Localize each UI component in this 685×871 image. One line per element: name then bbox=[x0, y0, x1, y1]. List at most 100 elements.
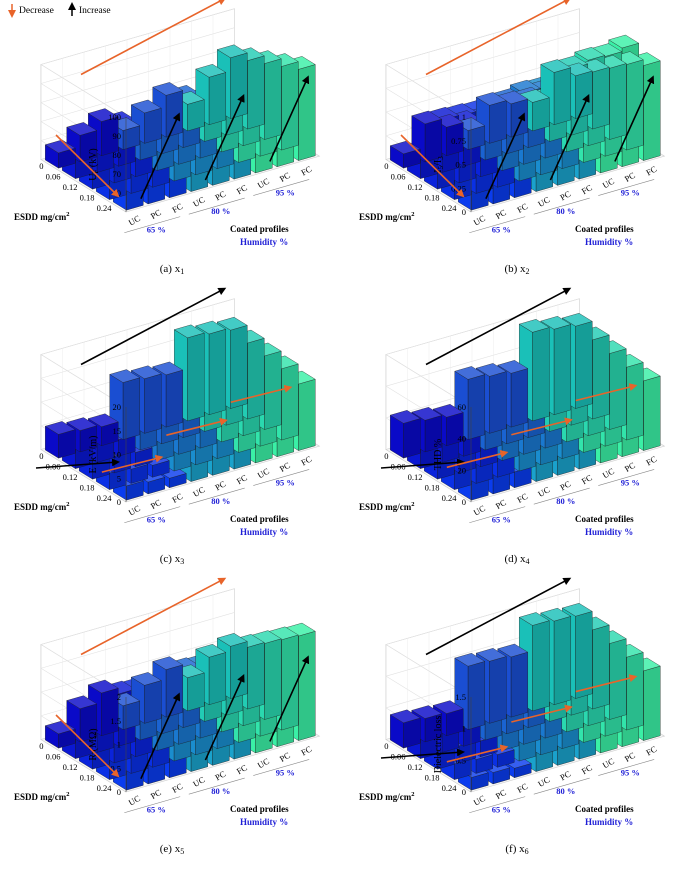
profile-tick-label: UC bbox=[256, 466, 272, 481]
esdd-axis-label: ESDD mg/cm2 bbox=[14, 211, 70, 222]
z-tick-label: 60 bbox=[113, 188, 122, 198]
z-tick-label: 0.75 bbox=[451, 136, 466, 146]
legend: Decrease Increase bbox=[8, 2, 111, 18]
humidity-bracket bbox=[598, 179, 655, 196]
esdd-tick-label: 0.18 bbox=[80, 482, 95, 492]
profile-tick-label: FC bbox=[299, 744, 313, 758]
black-trend-arrow bbox=[35, 458, 120, 469]
bar-top-face bbox=[540, 59, 572, 73]
humidity-axis-label: Humidity % bbox=[240, 527, 288, 537]
bar-top-face bbox=[152, 656, 184, 670]
bar-front-face bbox=[144, 107, 162, 144]
esdd-axis-label: ESDD mg/cm2 bbox=[14, 501, 70, 512]
humidity-tick-label: 95 % bbox=[621, 478, 640, 488]
bar-front-face bbox=[510, 368, 528, 428]
z-tick-label: 0.5 bbox=[110, 763, 121, 773]
bar-front-face bbox=[467, 661, 485, 730]
grid-line bbox=[40, 612, 235, 669]
profile-tick-label: UC bbox=[472, 503, 488, 518]
profile-tick-label: FC bbox=[644, 164, 658, 178]
black-trend-arrow bbox=[380, 458, 465, 469]
bar-top-face bbox=[66, 695, 98, 709]
bar-front-face bbox=[510, 98, 528, 138]
bar-front-face bbox=[144, 373, 162, 434]
caption-letter: (e) bbox=[160, 843, 175, 855]
humidity-tick-label: 65 % bbox=[492, 515, 511, 525]
z-tick-label: 0 bbox=[462, 207, 466, 217]
profile-tick-label: FC bbox=[299, 454, 313, 468]
bar-top-face bbox=[518, 612, 550, 626]
humidity-bracket bbox=[533, 487, 590, 505]
profile-tick-label: FC bbox=[235, 182, 249, 196]
bar bbox=[44, 720, 76, 749]
profile-tick-label: PC bbox=[149, 787, 163, 801]
z-tick-label: 5 bbox=[117, 473, 121, 483]
z-tick-label: 10 bbox=[113, 450, 122, 460]
grid-line bbox=[40, 298, 235, 355]
profile-tick-label: FC bbox=[515, 201, 529, 215]
bar-front-face bbox=[592, 624, 610, 710]
z-tick-label: 0 bbox=[462, 497, 466, 507]
orange-trend-arrow bbox=[511, 704, 573, 723]
bar-front-face bbox=[532, 327, 550, 422]
orange-trend-arrow bbox=[80, 0, 227, 76]
bar-front-face bbox=[230, 325, 248, 409]
orange-trend-arrow bbox=[446, 449, 509, 469]
z-label-main: E (kV/m) bbox=[88, 435, 99, 473]
bar bbox=[109, 369, 141, 440]
humidity-bracket bbox=[188, 487, 245, 505]
black-trend-arrow bbox=[269, 75, 310, 162]
bar-front-face bbox=[298, 630, 316, 741]
esdd-tick-label: 0.12 bbox=[63, 762, 78, 772]
profile-tick-label: FC bbox=[644, 454, 658, 468]
esdd-label-sup: 2 bbox=[411, 791, 414, 798]
caption-letter: (d) bbox=[504, 553, 520, 565]
orange-trend-arrow bbox=[425, 0, 572, 76]
bar-top-face bbox=[195, 320, 227, 335]
humidity-tick-label: 80 % bbox=[211, 496, 230, 506]
orange-trend-arrow bbox=[55, 134, 120, 198]
bar-top-face bbox=[87, 108, 119, 122]
profile-tick-label: FC bbox=[235, 472, 249, 486]
black-trend-arrow bbox=[140, 112, 181, 199]
humidity-bracket bbox=[124, 796, 181, 814]
grid-line bbox=[40, 64, 127, 118]
grid-line bbox=[40, 46, 235, 103]
bar-front-face bbox=[298, 378, 316, 451]
black-trend-arrow bbox=[549, 93, 590, 181]
profile-tick-label: PC bbox=[278, 170, 292, 184]
humidity-axis-label: Humidity % bbox=[240, 237, 288, 247]
esdd-label-text: ESDD mg/cm bbox=[359, 502, 412, 512]
black-trend-arrow bbox=[80, 287, 227, 366]
grid-line bbox=[40, 8, 235, 65]
humidity-tick-label: 95 % bbox=[621, 768, 640, 778]
bar-front-face bbox=[643, 375, 661, 451]
bar-front-face bbox=[403, 717, 421, 749]
bar-front-face bbox=[264, 638, 282, 720]
chart-panel-b: 00.250.50.751I5/I300.060.120.180.24ESDD … bbox=[359, 0, 666, 276]
grid-line bbox=[385, 8, 580, 65]
bar-front-face bbox=[489, 100, 507, 144]
bar-top-face bbox=[518, 319, 550, 333]
z-label-sub: 5 bbox=[437, 165, 445, 169]
esdd-tick-label: 0 bbox=[39, 451, 43, 461]
profile-tick-label: PC bbox=[149, 497, 163, 511]
bar-top-face bbox=[475, 92, 507, 106]
bar-top-face bbox=[195, 64, 227, 78]
profile-tick-label: UC bbox=[127, 793, 143, 808]
humidity-axis-label: Humidity % bbox=[585, 527, 633, 537]
orange-trend-arrow bbox=[575, 674, 638, 693]
panel-caption: (e) x5 bbox=[160, 843, 184, 856]
bar-front-face bbox=[532, 620, 550, 712]
profile-tick-label: PC bbox=[494, 207, 508, 221]
z-tick-label: 0.5 bbox=[455, 160, 466, 170]
caption-var: x bbox=[520, 263, 526, 275]
bar-top-face bbox=[540, 607, 572, 622]
profile-tick-label: PC bbox=[623, 170, 637, 184]
orange-trend-arrow bbox=[230, 384, 293, 404]
esdd-tick-label: 0 bbox=[39, 741, 43, 751]
bar-front-face bbox=[208, 328, 226, 415]
z-tick-label: 70 bbox=[113, 169, 122, 179]
bar-top-face bbox=[475, 648, 507, 662]
